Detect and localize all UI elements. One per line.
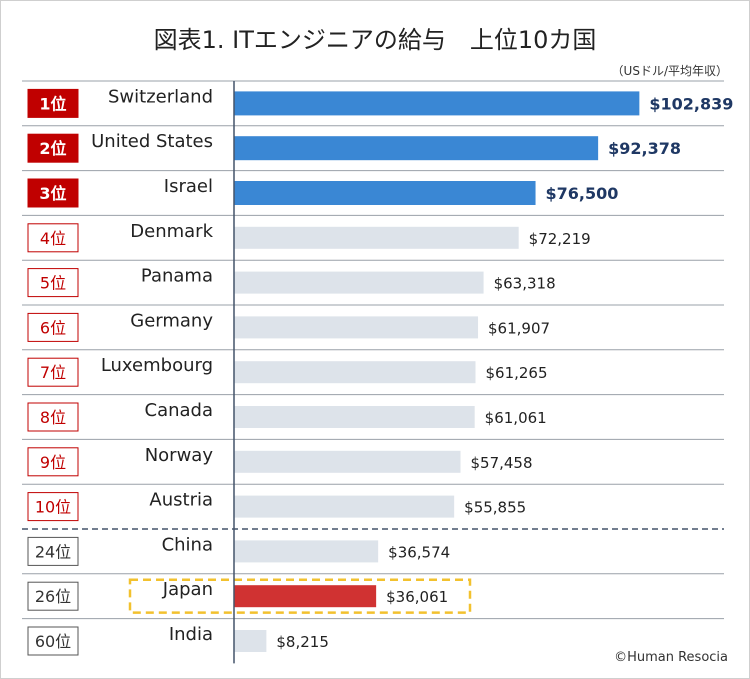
rank-badge	[27, 178, 79, 208]
bar-germany	[234, 316, 479, 339]
rank-badge	[27, 133, 79, 163]
bar-norway	[234, 450, 461, 473]
country-label: Austria	[149, 490, 213, 511]
bar-canada	[234, 406, 475, 428]
rank-badge	[27, 626, 79, 656]
value-label: $102,839	[649, 94, 733, 113]
rank-badge	[27, 268, 79, 298]
rank-label: 2位	[39, 139, 66, 158]
value-label: $92,378	[608, 139, 681, 158]
country-label: Japan	[162, 579, 213, 600]
bar-denmark	[234, 226, 519, 249]
rank-badge	[27, 312, 79, 342]
rank-label: 5位	[40, 274, 66, 293]
bar-japan	[234, 585, 377, 608]
country-label: Denmark	[130, 221, 213, 242]
country-label: Norway	[145, 445, 214, 466]
value-label: $55,855	[464, 499, 526, 517]
value-label: $76,500	[546, 184, 619, 203]
rank-badge	[27, 402, 79, 432]
rank-label: 10位	[35, 498, 71, 517]
rank-label: 9位	[40, 453, 66, 472]
bar-united-states	[234, 136, 599, 161]
country-label: United States	[91, 131, 213, 152]
country-label: Panama	[141, 266, 213, 287]
value-label: $61,061	[485, 409, 547, 427]
value-label: $61,265	[485, 364, 547, 382]
rank-label: 4位	[40, 229, 66, 248]
unit-note: （USドル/平均年収）	[611, 64, 728, 78]
rank-label: 8位	[40, 408, 66, 427]
rank-badge	[27, 88, 79, 118]
bar-austria	[234, 495, 455, 518]
rank-badge	[27, 447, 79, 477]
country-label: Israel	[164, 176, 213, 197]
rank-badge	[27, 536, 79, 566]
japan-highlight-box	[128, 578, 472, 614]
value-label: $63,318	[494, 275, 556, 293]
value-label: $8,215	[276, 633, 329, 651]
rank-label: 3位	[39, 184, 66, 203]
bar-israel	[234, 181, 536, 205]
rank-badge	[27, 492, 79, 522]
country-label: India	[169, 624, 213, 645]
rank-label: 24位	[35, 542, 71, 561]
country-label: Canada	[145, 400, 214, 421]
value-label: $57,458	[470, 454, 532, 472]
value-label: $61,907	[488, 319, 550, 337]
bar-india	[234, 630, 267, 652]
value-label: $36,061	[386, 588, 448, 606]
country-label: China	[162, 534, 213, 555]
country-label: Switzerland	[108, 86, 213, 107]
rank-badge	[27, 581, 79, 611]
country-label: Germany	[130, 310, 213, 331]
chart-title: 図表1. ITエンジニアの給与 上位10カ国	[153, 26, 597, 54]
bar-panama	[234, 271, 484, 294]
rank-label: 6位	[40, 318, 66, 337]
rank-badge	[27, 223, 79, 253]
value-label: $72,219	[529, 230, 591, 248]
rank-label: 26位	[35, 587, 71, 606]
credit: ©Human Resocia	[614, 650, 728, 665]
rank-badge	[27, 357, 79, 387]
bar-china	[234, 540, 379, 563]
bar-switzerland	[234, 91, 640, 116]
bar-luxembourg	[234, 361, 476, 384]
rank-label: 7位	[40, 363, 66, 382]
value-label: $36,574	[388, 543, 450, 561]
rank-label: 60位	[35, 632, 71, 651]
rank-label: 1位	[39, 94, 66, 113]
country-label: Luxembourg	[101, 355, 213, 376]
